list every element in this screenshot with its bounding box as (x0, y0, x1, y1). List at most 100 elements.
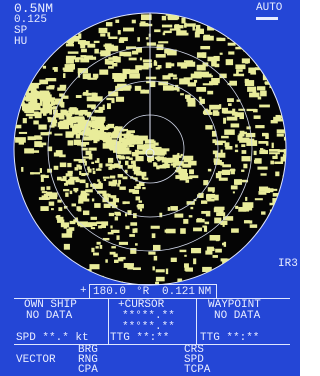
echo (83, 156, 89, 158)
echo (244, 220, 250, 223)
echo (273, 214, 279, 216)
echo (80, 55, 86, 57)
echo (93, 168, 95, 170)
echo (268, 74, 277, 78)
echo (95, 160, 100, 162)
echo (68, 117, 76, 121)
echo (193, 258, 196, 264)
echo (158, 41, 168, 43)
echo (95, 74, 98, 78)
echo (94, 96, 102, 101)
waypoint-status: NO DATA (214, 311, 260, 322)
echo (185, 23, 195, 26)
echo (146, 141, 156, 143)
echo (273, 193, 278, 197)
echo (197, 65, 206, 71)
echo (184, 77, 193, 79)
echo (166, 229, 176, 234)
echo (156, 277, 165, 282)
echo (176, 154, 178, 158)
echo (30, 172, 40, 174)
echo (93, 171, 96, 174)
echo (118, 174, 124, 178)
echo (124, 263, 130, 268)
echo (127, 130, 129, 134)
echo (245, 197, 247, 201)
echo (80, 194, 83, 196)
echo (96, 169, 102, 171)
echo (219, 104, 221, 109)
echo (136, 184, 139, 189)
echo (119, 242, 128, 245)
echo (142, 187, 145, 189)
echo (107, 32, 110, 36)
echo (181, 63, 187, 69)
echo (174, 214, 183, 218)
echo (277, 129, 286, 133)
echo (213, 255, 218, 258)
echo (133, 267, 141, 270)
echo (88, 222, 98, 226)
echo (210, 235, 221, 241)
echo (196, 25, 200, 30)
echo (228, 51, 234, 54)
echo (66, 58, 74, 64)
echo (43, 66, 46, 69)
echo (168, 207, 170, 211)
echo (68, 140, 74, 145)
echo (261, 173, 267, 175)
echo (231, 169, 235, 175)
echo (266, 188, 270, 193)
echo (108, 66, 114, 69)
gain: AUTO (256, 3, 282, 14)
echo (266, 141, 268, 145)
echo (60, 85, 67, 89)
echo (175, 161, 184, 166)
echo (207, 199, 214, 202)
echo (39, 144, 43, 148)
echo (162, 164, 169, 168)
echo (235, 206, 238, 209)
echo (36, 92, 43, 95)
echo (80, 59, 89, 63)
echo (221, 258, 228, 261)
echo (184, 263, 189, 267)
echo (59, 124, 65, 128)
echo (107, 60, 114, 64)
echo (181, 18, 185, 24)
echo (278, 149, 285, 152)
echo (130, 222, 137, 226)
echo (240, 131, 245, 137)
echo (75, 167, 79, 170)
echo (85, 189, 93, 192)
echo (99, 163, 103, 167)
echo (235, 181, 239, 185)
echo (94, 49, 98, 54)
echo (275, 87, 278, 91)
echo (91, 227, 95, 229)
echo (274, 161, 283, 164)
echo (245, 80, 254, 86)
echo (102, 192, 106, 196)
echo (272, 214, 276, 220)
echo (163, 85, 174, 90)
echo (63, 73, 65, 78)
echo (183, 219, 188, 224)
echo (230, 262, 236, 264)
radar-screen: 0.5NM 0.125 SP HU AUTO IR3 + 180.0 °R 0.… (0, 0, 300, 376)
echo (265, 134, 269, 139)
echo (190, 207, 193, 209)
echo (285, 120, 293, 124)
echo (156, 54, 166, 58)
echo (226, 59, 233, 65)
echo (40, 168, 42, 173)
echo (87, 44, 95, 48)
echo (35, 112, 42, 117)
echo (273, 189, 278, 191)
echo (110, 176, 115, 179)
echo (41, 176, 44, 181)
echo (228, 43, 236, 46)
echo (81, 173, 85, 176)
echo (227, 98, 234, 102)
echo (176, 30, 187, 35)
